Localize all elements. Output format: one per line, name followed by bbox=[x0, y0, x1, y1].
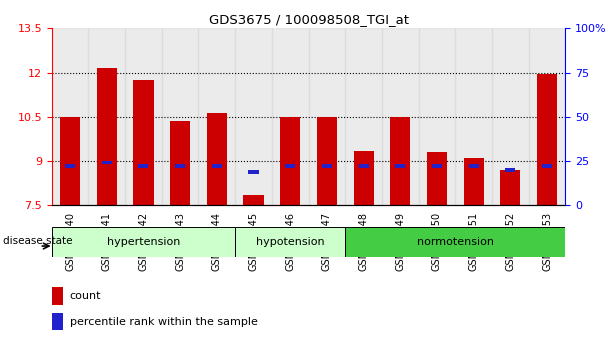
Bar bbox=[249, 170, 258, 174]
Bar bbox=[52, 28, 88, 205]
Bar bbox=[170, 121, 190, 205]
Bar bbox=[419, 28, 455, 205]
Bar bbox=[492, 28, 529, 205]
Bar bbox=[322, 165, 332, 168]
Bar bbox=[432, 165, 442, 168]
Bar bbox=[175, 165, 185, 168]
Bar bbox=[308, 28, 345, 205]
Bar bbox=[353, 151, 374, 205]
Bar bbox=[97, 68, 117, 205]
Bar bbox=[212, 165, 222, 168]
Bar bbox=[139, 165, 148, 168]
Bar bbox=[102, 161, 112, 165]
Text: disease state: disease state bbox=[3, 236, 72, 246]
FancyBboxPatch shape bbox=[52, 227, 235, 257]
Bar bbox=[390, 117, 410, 205]
Bar bbox=[52, 313, 63, 330]
Bar bbox=[395, 165, 406, 168]
Bar bbox=[280, 117, 300, 205]
Bar bbox=[207, 113, 227, 205]
Bar bbox=[455, 28, 492, 205]
Bar bbox=[464, 158, 484, 205]
Bar bbox=[162, 28, 198, 205]
Bar bbox=[529, 28, 565, 205]
Title: GDS3675 / 100098508_TGI_at: GDS3675 / 100098508_TGI_at bbox=[209, 13, 409, 26]
Text: hypertension: hypertension bbox=[107, 236, 180, 247]
Bar bbox=[272, 28, 308, 205]
Bar bbox=[345, 28, 382, 205]
Bar bbox=[537, 74, 557, 205]
Bar bbox=[500, 170, 520, 205]
Bar bbox=[133, 80, 153, 205]
FancyBboxPatch shape bbox=[345, 227, 565, 257]
Bar bbox=[243, 195, 264, 205]
Bar bbox=[317, 117, 337, 205]
Text: hypotension: hypotension bbox=[256, 236, 325, 247]
FancyBboxPatch shape bbox=[235, 227, 345, 257]
Text: count: count bbox=[70, 291, 101, 301]
Bar bbox=[65, 165, 75, 168]
Bar bbox=[60, 117, 80, 205]
Text: normotension: normotension bbox=[417, 236, 494, 247]
Bar bbox=[125, 28, 162, 205]
Bar bbox=[235, 28, 272, 205]
Bar bbox=[382, 28, 419, 205]
Bar bbox=[88, 28, 125, 205]
Bar bbox=[285, 165, 295, 168]
Bar bbox=[198, 28, 235, 205]
Text: percentile rank within the sample: percentile rank within the sample bbox=[70, 317, 258, 327]
Bar bbox=[359, 165, 368, 168]
Bar bbox=[542, 165, 552, 168]
Bar bbox=[505, 168, 516, 172]
Bar bbox=[469, 165, 478, 168]
Bar bbox=[427, 152, 447, 205]
Bar bbox=[52, 287, 63, 305]
